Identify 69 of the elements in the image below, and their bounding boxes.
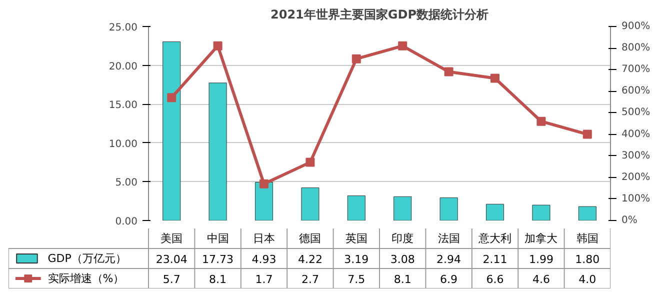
data-label: 7.5 bbox=[348, 273, 366, 286]
point bbox=[306, 158, 315, 167]
data-label: 6.6 bbox=[486, 273, 504, 286]
point bbox=[398, 41, 408, 50]
y-tick-label: 0.00 bbox=[115, 216, 138, 228]
x-tick-label: 意大利 bbox=[478, 232, 512, 245]
y2-tick-label: 600% bbox=[622, 86, 650, 97]
y2-tick-label: 0% bbox=[622, 215, 638, 226]
y2-tick-label: 300% bbox=[622, 150, 650, 162]
y-tick-label: 15.00 bbox=[108, 100, 138, 112]
chart-title: 2021年世界主要国家GDP数据统计分析 bbox=[270, 8, 489, 22]
bar bbox=[347, 195, 366, 220]
data-label: 2.7 bbox=[301, 273, 319, 286]
x-tick-label: 英国 bbox=[345, 232, 368, 245]
data-label: 4.0 bbox=[578, 273, 596, 286]
point bbox=[582, 130, 592, 139]
data-label: 3.08 bbox=[390, 253, 415, 266]
x-tick-label: 法国 bbox=[438, 232, 460, 245]
bar bbox=[440, 197, 458, 220]
y2-tick-label: 700% bbox=[622, 64, 650, 76]
data-label: 5.7 bbox=[162, 273, 180, 286]
y2-tick-label: 500% bbox=[622, 107, 650, 118]
data-label: 1.80 bbox=[575, 253, 600, 266]
point bbox=[490, 74, 500, 83]
x-tick-label: 加拿大 bbox=[524, 232, 558, 245]
x-tick-label: 印度 bbox=[392, 232, 414, 245]
bar bbox=[162, 41, 181, 220]
legend-label: 实际增速（%） bbox=[48, 272, 124, 285]
y2-tick-label: 400% bbox=[622, 128, 650, 140]
y-tick-label: 5.00 bbox=[115, 178, 138, 189]
y2-tick-label: 800% bbox=[622, 42, 650, 54]
x-tick-label: 韩国 bbox=[576, 232, 598, 245]
x-tick-label: 中国 bbox=[206, 232, 229, 245]
data-label: 4.93 bbox=[252, 253, 276, 266]
bar bbox=[532, 204, 550, 220]
x-tick-label: 德国 bbox=[299, 232, 322, 245]
y2-tick-label: 900% bbox=[622, 21, 650, 32]
data-label: 8.1 bbox=[209, 273, 227, 286]
y2-tick-label: 100% bbox=[622, 193, 650, 204]
data-label: 4.22 bbox=[298, 253, 322, 266]
point bbox=[352, 54, 361, 64]
x-tick-label: 日本 bbox=[253, 232, 275, 245]
data-label: 2.94 bbox=[436, 253, 462, 266]
data-label: 2.11 bbox=[482, 253, 508, 266]
point bbox=[167, 93, 176, 102]
y-tick-label: 25.00 bbox=[108, 22, 138, 34]
bar bbox=[208, 82, 227, 220]
y-tick-label: 20.00 bbox=[108, 61, 138, 72]
data-label: 4.6 bbox=[532, 273, 550, 286]
y-tick-label: 10.00 bbox=[108, 138, 138, 150]
y2-tick-label: 200% bbox=[622, 172, 650, 183]
data-label: 23.04 bbox=[156, 253, 188, 266]
data-label: 6.9 bbox=[440, 273, 458, 286]
bar bbox=[578, 206, 596, 220]
data-label: 17.73 bbox=[202, 253, 234, 266]
data-label: 1.99 bbox=[528, 253, 554, 266]
bar bbox=[394, 196, 412, 220]
data-label: 8.1 bbox=[394, 273, 412, 286]
bar bbox=[254, 182, 274, 220]
bar bbox=[301, 188, 320, 220]
point bbox=[260, 179, 268, 188]
point bbox=[536, 116, 546, 126]
legend-label: GDP（万亿元） bbox=[48, 252, 126, 265]
data-label: 3.19 bbox=[344, 253, 369, 266]
point bbox=[213, 41, 222, 50]
bar bbox=[486, 204, 504, 220]
x-tick-label: 美国 bbox=[160, 232, 183, 245]
data-label: 1.7 bbox=[255, 273, 273, 286]
point bbox=[444, 67, 454, 76]
